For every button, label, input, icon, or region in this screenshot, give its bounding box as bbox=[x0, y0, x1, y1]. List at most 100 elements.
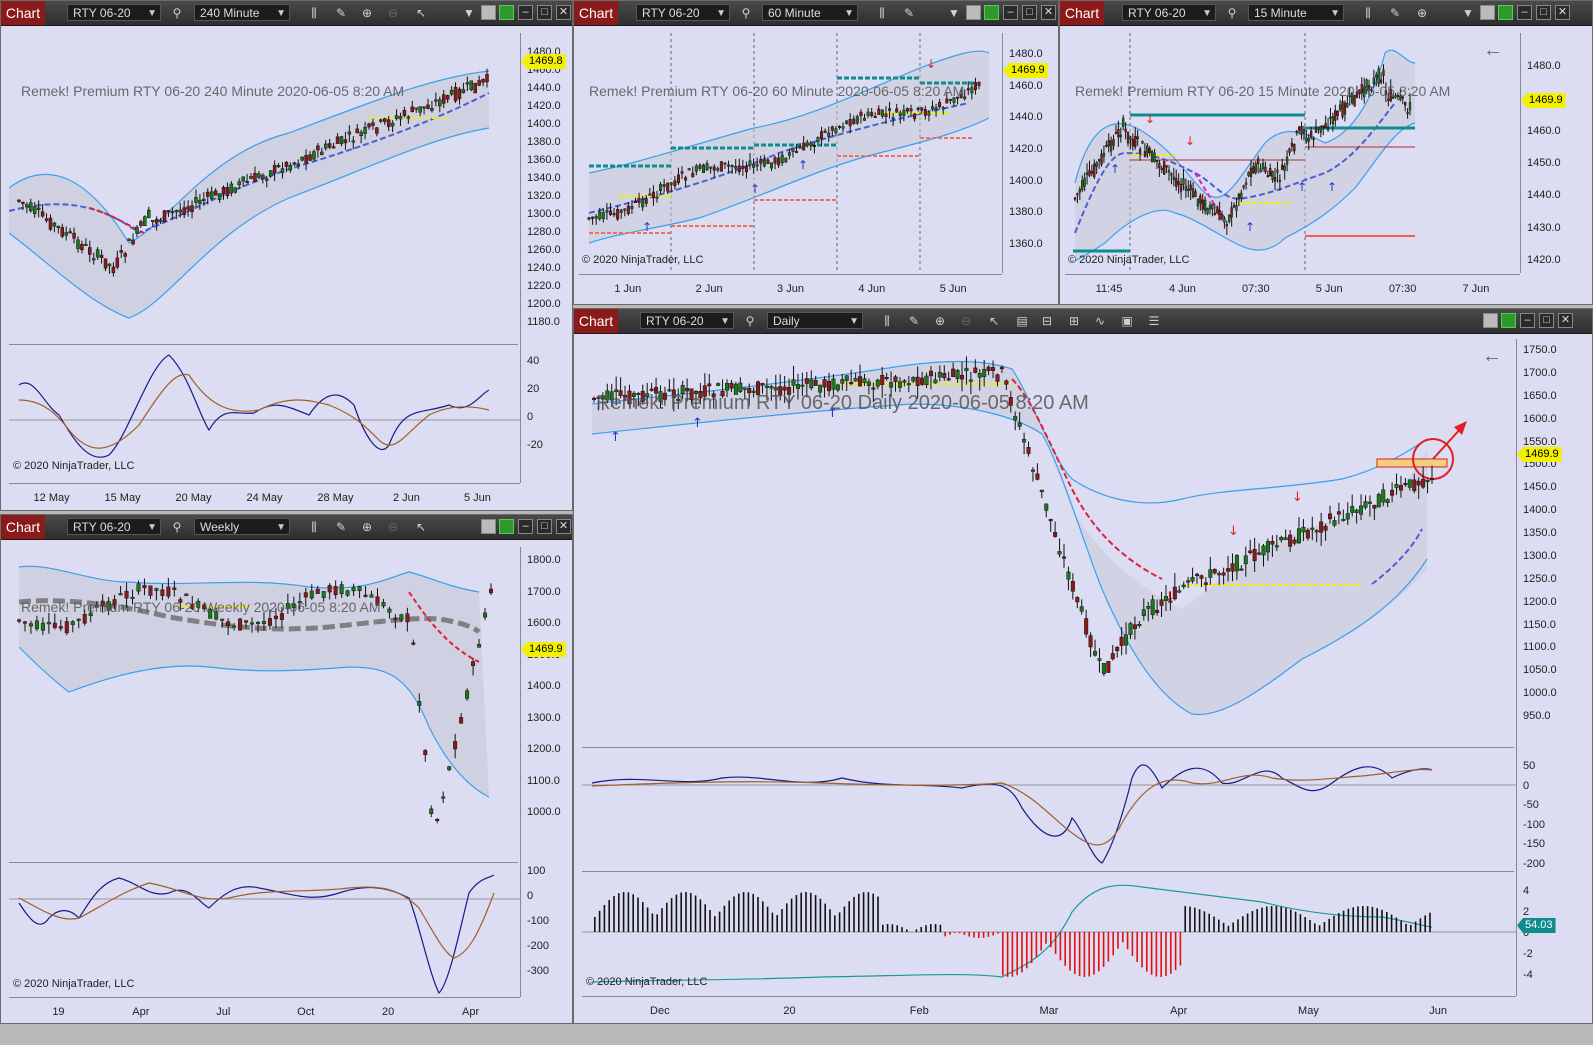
panel-divider[interactable] bbox=[9, 344, 518, 345]
candle-body bbox=[1182, 178, 1185, 185]
instrument-selector[interactable]: RTY 06-20 ▼ bbox=[1122, 4, 1216, 21]
chart-label: Chart bbox=[574, 1, 618, 25]
price-panel[interactable]: ↑ ↑ ↑ ↓ Remek! Premium RTY 06-20 60 Minu… bbox=[579, 33, 1002, 273]
templates-icon[interactable]: ▣ bbox=[1121, 314, 1133, 328]
list-icon[interactable]: ☰ bbox=[1148, 314, 1160, 328]
search-icon[interactable]: ⚲ bbox=[172, 6, 182, 20]
oscillator-panel[interactable]: © 2020 NinjaTrader, LLC bbox=[9, 863, 520, 997]
minimize-button[interactable]: – bbox=[1003, 5, 1018, 20]
chevron-down-icon[interactable]: ▼ bbox=[948, 6, 960, 20]
minimize-button[interactable]: – bbox=[1520, 313, 1535, 328]
drawing-tool-icon[interactable]: ✎ bbox=[908, 314, 920, 328]
drawing-tool-icon[interactable]: ✎ bbox=[903, 6, 915, 20]
oscillator-panel[interactable] bbox=[582, 748, 1516, 870]
search-icon[interactable]: ⚲ bbox=[172, 520, 182, 534]
price-panel[interactable]: ↑ ↑ ↑ ↑ ↓ ↓ ↓ Remek! Premium RTY 06-20 1… bbox=[1065, 33, 1520, 273]
close-button[interactable]: ✕ bbox=[556, 5, 571, 20]
back-arrow-icon[interactable]: ← bbox=[1483, 39, 1503, 61]
price-panel[interactable]: Remek! Premium RTY 06-20 240 Minute 2020… bbox=[9, 33, 520, 342]
timeframe-selector[interactable]: 60 Minute ▼ bbox=[762, 4, 858, 21]
timeframe-selector[interactable]: Weekly ▼ bbox=[194, 518, 290, 535]
candle-body bbox=[612, 213, 616, 216]
pointer-icon[interactable]: ↖ bbox=[415, 520, 427, 534]
close-button[interactable]: ✕ bbox=[556, 519, 571, 534]
drawing-tool-icon[interactable]: ✎ bbox=[1389, 6, 1401, 20]
minimize-button[interactable]: – bbox=[518, 519, 533, 534]
strategies-icon[interactable]: ⊞ bbox=[1068, 314, 1080, 328]
time-axis[interactable]: 12 May 15 May 20 May 24 May 28 May 2 Jun 5 Jun bbox=[9, 483, 520, 510]
close-button[interactable]: ✕ bbox=[1558, 313, 1573, 328]
minimize-button[interactable]: – bbox=[518, 5, 533, 20]
timeframe-selector[interactable]: 15 Minute ▼ bbox=[1248, 4, 1344, 21]
bar-type-icon[interactable]: ⫼ bbox=[879, 6, 885, 20]
zoom-in-icon[interactable]: ⊕ bbox=[934, 314, 946, 328]
histogram-bar bbox=[1237, 919, 1239, 932]
zoom-out-icon[interactable]: ⊖ bbox=[960, 314, 972, 328]
instrument-selector[interactable]: RTY 06-20 ▼ bbox=[67, 518, 161, 535]
price-axis[interactable]: 1480.0 1460.0 1440.0 1420.0 1400.0 1380.0 1360… bbox=[1002, 33, 1055, 273]
zoom-in-icon[interactable]: ⊕ bbox=[361, 6, 373, 20]
panel-divider[interactable] bbox=[582, 871, 1514, 872]
histogram-panel[interactable]: © 2020 NinjaTrader, LLC bbox=[582, 872, 1516, 996]
zoom-out-icon[interactable]: ⊖ bbox=[387, 520, 399, 534]
chevron-down-icon[interactable]: ▼ bbox=[1462, 6, 1474, 20]
pointer-icon[interactable]: ↖ bbox=[988, 314, 1000, 328]
zoom-out-icon[interactable]: ⊖ bbox=[387, 6, 399, 20]
timeframe-selector[interactable]: 240 Minute ▼ bbox=[194, 4, 290, 21]
oscillator-panel[interactable]: © 2020 NinjaTrader, LLC bbox=[9, 345, 520, 483]
link-button[interactable] bbox=[1501, 313, 1516, 328]
price-axis[interactable]: 1800.01700.01600.01500.01400.01300.01200… bbox=[520, 547, 569, 997]
instrument-selector[interactable]: RTY 06-20 ▼ bbox=[636, 4, 730, 21]
window-color-button[interactable] bbox=[1483, 313, 1498, 328]
instrument-selector[interactable]: RTY 06-20 ▼ bbox=[67, 4, 161, 21]
bar-type-icon[interactable]: ⫼ bbox=[1365, 6, 1371, 20]
instrument-selector[interactable]: RTY 06-20 ▼ bbox=[640, 312, 734, 329]
histogram-bar bbox=[690, 893, 692, 932]
link-button[interactable] bbox=[499, 5, 514, 20]
bar-type-icon[interactable]: ⫼ bbox=[311, 6, 317, 20]
maximize-button[interactable]: □ bbox=[1536, 5, 1551, 20]
time-axis[interactable]: 1 Jun 2 Jun 3 Jun 4 Jun 5 Jun bbox=[579, 274, 1002, 303]
chevron-down-icon[interactable]: ▼ bbox=[463, 6, 475, 20]
time-axis[interactable]: 19 Apr Jul Oct 20 Apr bbox=[9, 997, 520, 1023]
back-arrow-icon[interactable]: ← bbox=[1482, 345, 1502, 367]
bar-type-icon[interactable]: ⫼ bbox=[311, 520, 317, 534]
drawing-tool-icon[interactable]: ✎ bbox=[335, 520, 347, 534]
close-button[interactable]: ✕ bbox=[1041, 5, 1056, 20]
drawing-tool-icon[interactable]: ✎ bbox=[335, 6, 347, 20]
link-button[interactable] bbox=[1498, 5, 1513, 20]
window-color-button[interactable] bbox=[481, 5, 496, 20]
maximize-button[interactable]: □ bbox=[1022, 5, 1037, 20]
minimize-button[interactable]: – bbox=[1517, 5, 1532, 20]
indicators-icon[interactable]: ∿ bbox=[1094, 314, 1106, 328]
zoom-in-icon[interactable]: ⊕ bbox=[1416, 6, 1428, 20]
bar-type-icon[interactable]: ⫼ bbox=[884, 314, 890, 328]
window-color-button[interactable] bbox=[1480, 5, 1495, 20]
panel-divider[interactable] bbox=[9, 862, 518, 863]
close-button[interactable]: ✕ bbox=[1555, 5, 1570, 20]
price-axis[interactable]: 1750.0 1700.0 1650.0 1600.0 1550.0 1500.0 1450… bbox=[1516, 339, 1589, 996]
price-axis[interactable]: 1480.01470.01460.01450.01440.01430.01420… bbox=[1520, 33, 1589, 273]
window-color-button[interactable] bbox=[966, 5, 981, 20]
link-button[interactable] bbox=[984, 5, 999, 20]
link-button[interactable] bbox=[499, 519, 514, 534]
time-axis[interactable]: 11:45 4 Jun 07:30 5 Jun 07:30 7 Jun bbox=[1065, 274, 1520, 303]
maximize-button[interactable]: □ bbox=[537, 5, 552, 20]
search-icon[interactable]: ⚲ bbox=[1227, 6, 1237, 20]
zoom-in-icon[interactable]: ⊕ bbox=[361, 520, 373, 534]
timeframe-selector[interactable]: Daily ▼ bbox=[767, 312, 863, 329]
time-axis[interactable]: Dec 20 Feb Mar Apr May Jun bbox=[582, 996, 1516, 1023]
search-icon[interactable]: ⚲ bbox=[745, 314, 755, 328]
price-axis[interactable]: 1480.0 1460.0 1440.0 1420.0 1400.0 1380.0 1360… bbox=[520, 33, 569, 483]
candle-body bbox=[627, 390, 632, 405]
window-color-button[interactable] bbox=[481, 519, 496, 534]
price-panel[interactable]: Remek! Premium RTY 06-20 Weekly 2020-06-… bbox=[9, 547, 520, 860]
price-panel[interactable]: ↑ ↑ ↑ ↓ ↓ ↓ Remek! Premium RTY 06-20 Dai… bbox=[582, 339, 1516, 746]
search-icon[interactable]: ⚲ bbox=[741, 6, 751, 20]
panel-divider[interactable] bbox=[582, 747, 1514, 748]
data-box-icon[interactable]: ▤ bbox=[1016, 314, 1028, 328]
maximize-button[interactable]: □ bbox=[537, 519, 552, 534]
properties-icon[interactable]: ⊟ bbox=[1041, 314, 1053, 328]
pointer-icon[interactable]: ↖ bbox=[415, 6, 427, 20]
maximize-button[interactable]: □ bbox=[1539, 313, 1554, 328]
